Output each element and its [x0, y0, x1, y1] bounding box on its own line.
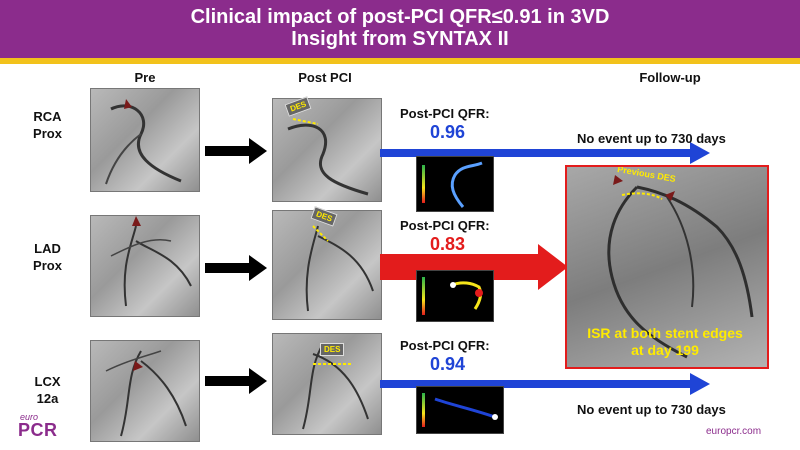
title-line-2: Insight from SYNTAX II [291, 28, 509, 50]
header-divider [0, 58, 800, 64]
column-header-followup: Follow-up [639, 70, 701, 85]
row-label-rca: RCA Prox [20, 108, 75, 142]
event-text-lcx: No event up to 730 days [577, 402, 726, 417]
isr-annotation: ISR at both stent edges at day 199 [567, 325, 763, 359]
angio-pre-rca [90, 88, 200, 192]
qfr-inset-lcx [416, 386, 504, 434]
logo-euro-text: euro [20, 412, 39, 422]
row-label-lcx: LCX 12a [20, 373, 75, 407]
qfr-label-rca: Post-PCI QFR: [400, 106, 490, 121]
row-label-line1: LAD [34, 241, 61, 256]
arrow-marker-icon [124, 99, 132, 109]
arrow-marker-icon [132, 216, 141, 226]
qfr-value-lcx: 0.94 [430, 354, 466, 374]
qfr-label-lad: Post-PCI QFR: [400, 218, 490, 233]
title-line-1: Clinical impact of post-PCI QFR≤0.91 in … [190, 6, 610, 28]
row-label-line1: RCA [33, 109, 62, 124]
followup-angiogram: Previous DES ISR at both stent edges at … [565, 165, 769, 369]
qfr-value-lad: 0.83 [430, 234, 466, 254]
arrow-pre-to-post-lad [205, 255, 267, 281]
qfr-inset-lad [416, 270, 494, 322]
row-label-line2: Prox [33, 126, 62, 141]
arrow-rca-to-followup [380, 142, 710, 164]
arrow-marker-icon [133, 361, 143, 371]
angio-pre-lcx [90, 340, 200, 442]
angio-post-lcx [272, 333, 382, 435]
arrow-pre-to-post-lcx [205, 368, 267, 394]
qfr-label-lcx: Post-PCI QFR: [400, 338, 490, 353]
angio-post-lad [272, 210, 382, 320]
column-header-pre: Pre [134, 70, 156, 85]
row-label-lad: LAD Prox [20, 240, 75, 274]
arrow-pre-to-post-rca [205, 138, 267, 164]
angio-pre-lad [90, 215, 200, 317]
event-text-rca: No event up to 730 days [577, 131, 726, 146]
row-label-line2: 12a [36, 391, 59, 406]
arrow-lcx-to-followup [380, 373, 710, 395]
arrow-marker-icon [665, 191, 675, 201]
column-header-post-pci: Post PCI [298, 70, 352, 85]
arrow-marker-icon [613, 175, 623, 185]
qfr-value-rca: 0.96 [430, 122, 466, 142]
footer-url[interactable]: europcr.com [706, 426, 762, 437]
des-tag-lcx: DES [320, 343, 345, 356]
qfr-inset-rca [416, 156, 494, 212]
isr-line-1: ISR at both stent edges [587, 325, 743, 341]
row-label-line1: LCX [34, 374, 61, 389]
isr-line-2: at day 199 [631, 342, 699, 358]
row-label-line2: Prox [33, 258, 62, 273]
logo-pcr-text: PCR [18, 420, 58, 440]
title-banner: Clinical impact of post-PCI QFR≤0.91 in … [0, 0, 800, 58]
